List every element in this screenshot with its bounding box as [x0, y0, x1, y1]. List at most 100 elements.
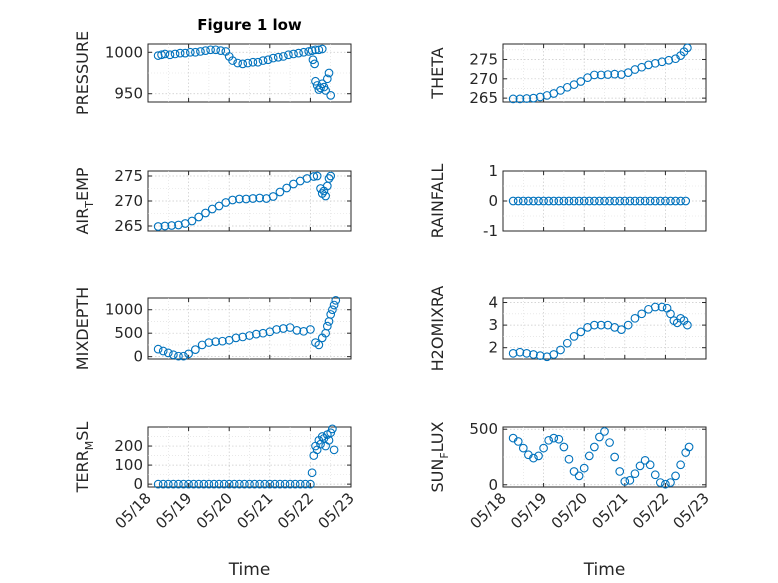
data-point	[219, 479, 229, 489]
data-point	[589, 196, 599, 206]
data-point	[518, 443, 528, 453]
data-point	[153, 344, 163, 354]
data-point	[635, 196, 645, 206]
data-point	[307, 46, 317, 55]
data-point	[635, 461, 645, 471]
data-point	[275, 187, 285, 197]
y-tick-label: 100	[114, 456, 143, 474]
data-point	[574, 196, 584, 206]
data-point	[153, 222, 163, 231]
data-point	[233, 58, 243, 68]
y-axis-label-main: TERR	[73, 450, 92, 493]
data-point	[235, 194, 244, 204]
x-tick-label: 05/19	[152, 489, 195, 532]
data-point	[255, 193, 264, 203]
data-point	[235, 479, 244, 489]
data-point	[218, 336, 227, 346]
data-point	[676, 460, 685, 470]
subplot-1: 950 1000 PRESSURE Figure 1 low	[73, 16, 352, 115]
data-point	[671, 471, 680, 481]
data-point	[676, 196, 685, 206]
data-point	[180, 48, 190, 58]
data-point	[191, 345, 200, 354]
x-tick-label: 05/19	[507, 489, 550, 532]
data-point	[529, 196, 538, 206]
y-axis-label-main: THETA	[428, 47, 447, 99]
data-point	[603, 70, 613, 79]
data-point	[640, 455, 650, 465]
data-point	[617, 325, 626, 334]
data-point	[684, 442, 694, 452]
data-point	[637, 309, 647, 319]
data-point	[194, 479, 204, 489]
y-axis-label-main: AIR	[73, 208, 92, 235]
x-axis-label: Time	[583, 560, 626, 580]
data-point	[657, 57, 667, 67]
data-point	[250, 479, 259, 489]
y-tick-label: 1000	[105, 43, 143, 61]
y-tick-label: 265	[114, 217, 143, 235]
data-point	[595, 432, 604, 442]
data-point	[650, 470, 660, 480]
y-axis-label: TERRMSL	[73, 422, 96, 494]
data-point	[326, 171, 336, 181]
data-point	[539, 196, 548, 206]
y-axis-label-suffix: EMP	[73, 167, 92, 201]
data-point	[329, 300, 339, 310]
data-point	[258, 56, 268, 65]
data-point	[650, 58, 660, 68]
y-axis-label: SUNFLUX	[428, 421, 451, 492]
y-tick-label: 0	[488, 476, 498, 494]
data-point	[625, 475, 635, 485]
data-point	[564, 196, 574, 206]
data-point	[556, 345, 565, 355]
data-point	[228, 195, 237, 205]
data-point	[160, 221, 170, 231]
data-point	[201, 46, 210, 55]
data-point	[522, 349, 532, 358]
data-point	[534, 451, 543, 461]
data-point	[224, 479, 234, 489]
data-point	[513, 437, 523, 446]
data-point	[158, 346, 168, 356]
data-point	[191, 47, 200, 57]
data-point	[175, 48, 185, 58]
data-point	[260, 479, 270, 489]
data-point	[263, 55, 273, 65]
data-point	[535, 351, 545, 360]
y-tick-label: 200	[114, 437, 143, 455]
data-point	[174, 220, 183, 230]
data-point	[513, 196, 523, 206]
data-point	[163, 348, 173, 358]
data-point	[576, 327, 586, 337]
subplot-6: 2 3 4 H2OMIXRA	[428, 286, 707, 372]
data-point	[549, 433, 559, 443]
data-point	[300, 479, 310, 489]
data-point	[294, 48, 303, 58]
data-point	[579, 463, 589, 473]
x-tick-label: 05/21	[233, 489, 276, 532]
y-tick-label: 3	[488, 316, 498, 334]
data-point	[329, 445, 339, 455]
y-axis-label-subscript: M	[83, 441, 96, 451]
data-point	[562, 338, 572, 348]
x-tick-label: 05/23	[670, 489, 713, 532]
data-point	[535, 92, 545, 102]
data-point	[284, 50, 293, 60]
data-point	[290, 479, 300, 489]
y-tick-label: 1000	[105, 301, 143, 319]
data-point	[600, 427, 609, 436]
data-point	[589, 442, 599, 452]
data-point	[625, 196, 635, 206]
data-point	[185, 47, 195, 57]
y-axis-label-main: H2OMIXRA	[428, 286, 447, 372]
y-axis-label-main: PRESSURE	[73, 31, 92, 115]
data-point	[241, 194, 251, 204]
x-tick-label: 05/22	[274, 489, 317, 532]
y-axis-label: PRESSURE	[73, 31, 92, 115]
data-point	[683, 320, 692, 330]
chart-title: Figure 1 low	[197, 16, 302, 34]
data-point	[312, 171, 322, 181]
data-point	[199, 479, 209, 489]
data-point	[615, 196, 625, 206]
